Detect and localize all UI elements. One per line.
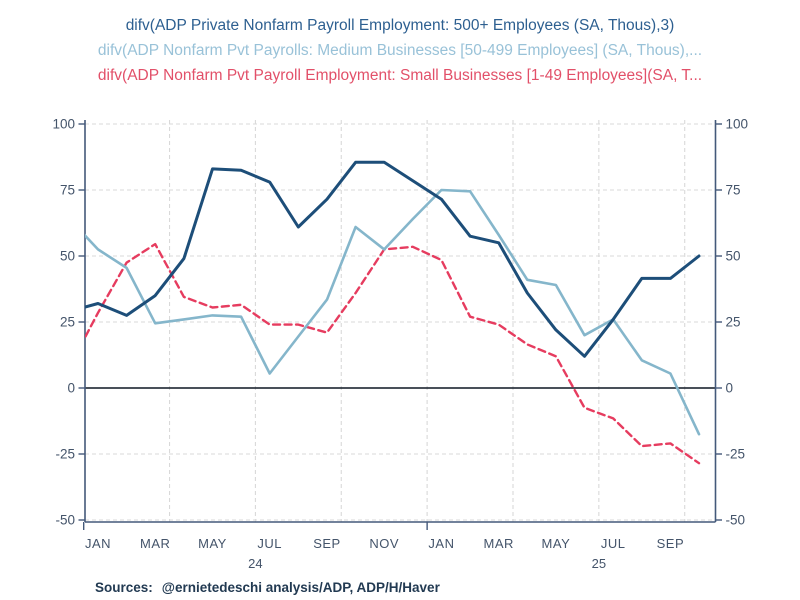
tick-label: 75	[60, 183, 75, 198]
series-line-large-500plus	[85, 160, 701, 358]
y-axis-labels: -50 -50 -25 -25 0 0 25 25 50 50 75 75 100 100	[52, 117, 748, 528]
series-line-small-1-49	[85, 242, 701, 465]
tick-label: JAN	[85, 536, 111, 551]
tick-label: JAN	[428, 536, 454, 551]
tick-label: SEP	[657, 536, 685, 551]
tick-label: MAY	[542, 536, 571, 551]
tick-label: -50	[55, 513, 75, 528]
tick-label: 75	[726, 183, 741, 198]
tick-label: JUL	[601, 536, 626, 551]
chart-title-block: difv(ADP Private Nonfarm Payroll Employm…	[0, 13, 800, 88]
source-label: Sources:	[95, 580, 153, 595]
tick-label: MAR	[140, 536, 170, 551]
series-line-medium-50-499	[85, 188, 701, 436]
tick-label: 50	[60, 249, 75, 264]
tick-label: MAR	[483, 536, 513, 551]
x-axis-labels: JAN MAR MAY JUL SEP NOV JAN MAR MAY JUL SEP 24 25	[82, 522, 685, 571]
chart-title-line-3: difv(ADP Nonfarm Pvt Payroll Employment:…	[97, 67, 703, 84]
tick-label: 100	[52, 117, 75, 132]
tick-label: -25	[55, 447, 75, 462]
source-line: Sources: @ernietedeschi analysis/ADP, ADP…	[95, 580, 440, 595]
tick-label: 50	[726, 249, 741, 264]
tick-label: SEP	[313, 536, 341, 551]
tick-label: 100	[726, 117, 749, 132]
axes	[84, 120, 717, 523]
tick-label: 0	[67, 381, 75, 396]
tick-label: 25	[726, 315, 741, 330]
source-text: @ernietedeschi analysis/ADP, ADP/H/Haver	[161, 580, 440, 595]
chart-title-line-2: difv(ADP Nonfarm Pvt Payrolls: Medium Bu…	[97, 42, 703, 59]
tick-label: JUL	[257, 536, 282, 551]
tick-label: NOV	[369, 536, 399, 551]
series-lines	[85, 160, 701, 465]
chart-title-line-1: difv(ADP Private Nonfarm Payroll Employm…	[125, 17, 675, 34]
tick-label: MAY	[198, 536, 227, 551]
tick-label: -25	[726, 447, 746, 462]
tick-label: 25	[60, 315, 75, 330]
tick-label: 0	[726, 381, 734, 396]
tick-label: -50	[726, 513, 746, 528]
tick-label: 24	[248, 556, 262, 571]
gridlines	[85, 120, 716, 522]
tick-label: 25	[592, 556, 606, 571]
